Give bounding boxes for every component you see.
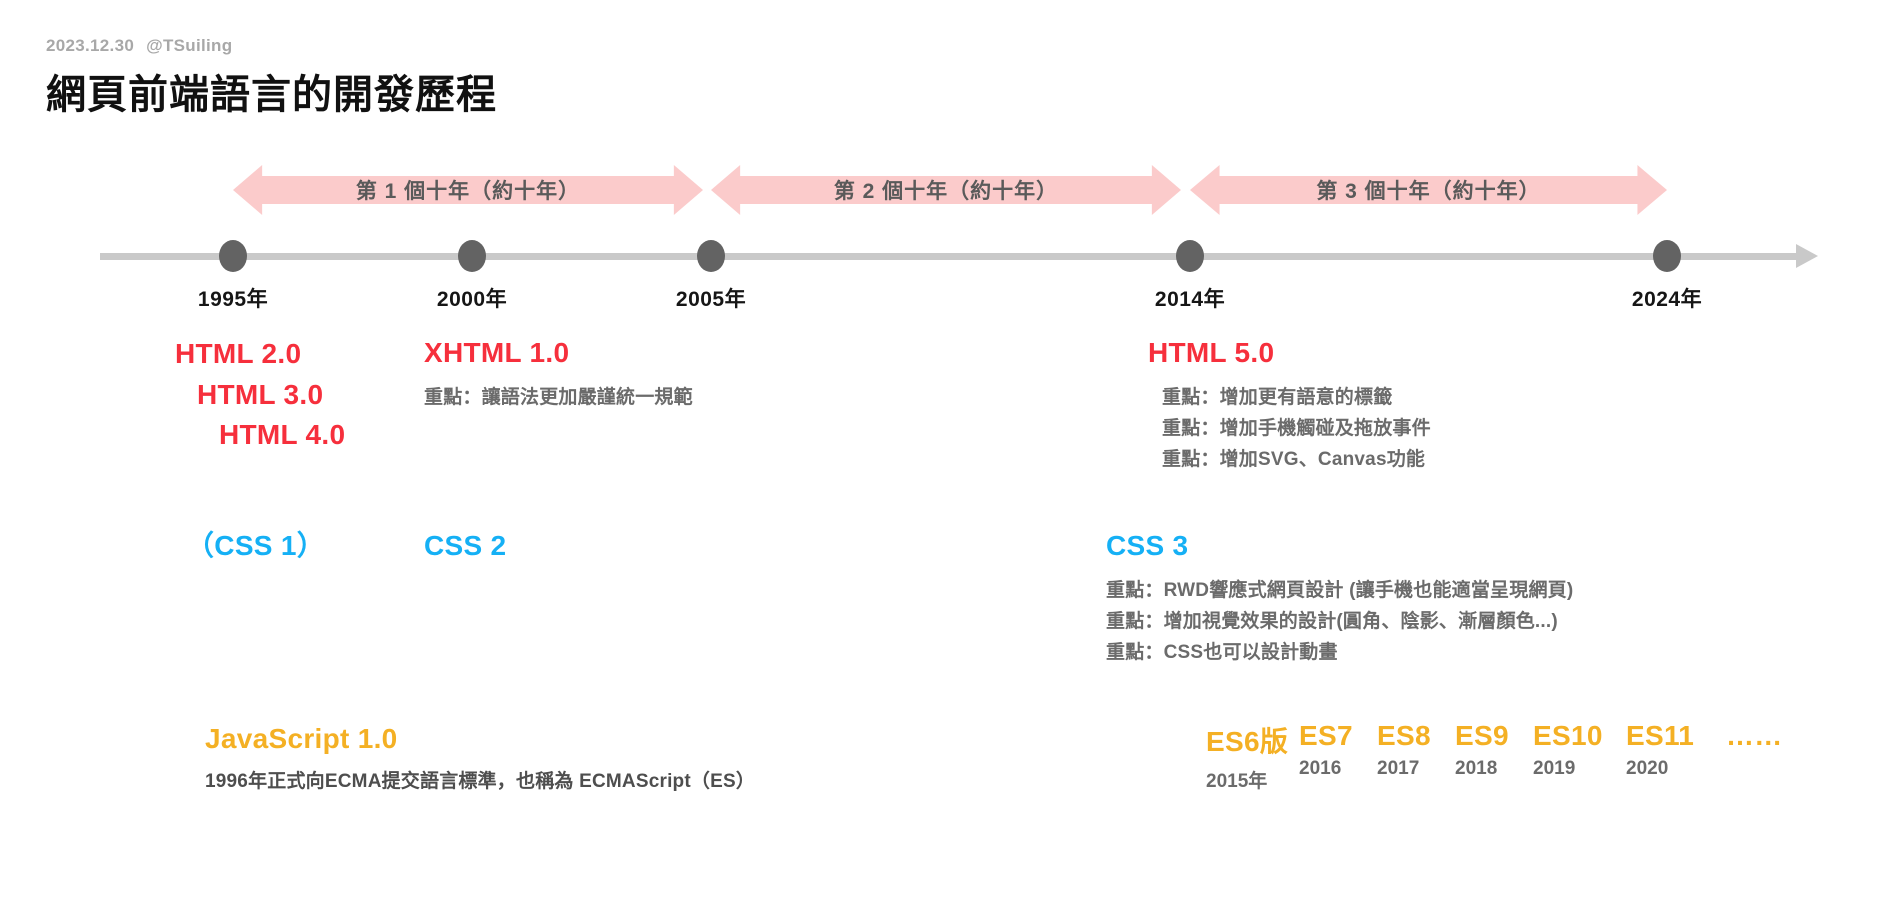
es-release-name: ES7 [1299,720,1353,751]
xhtml-block: XHTML 1.0 重點：讓語法更加嚴謹統一規範 [424,334,693,413]
timeline-dot-2005 [697,240,725,272]
html5-detail-3: 重點：增加SVG、Canvas功能 [1162,449,1426,471]
es-release-year: 2020 [1626,758,1669,779]
decade-arrow-1: 第 1 個十年（約十年） [233,165,703,215]
css3-block: CSS 3 重點：RWD響應式網頁設計 (讓手機也能適當呈現網頁) 重點：增加視… [1106,527,1573,669]
es-release-year: 2018 [1455,758,1498,779]
publish-date: 2023.12.30 [46,36,135,55]
es-release-name: ES6版 [1206,726,1289,757]
decade-label-1: 第 1 個十年（約十年） [355,180,581,203]
arrow-shape-2 [711,165,1181,215]
timeline-dot-2000 [458,240,486,272]
decade-arrow-2: 第 2 個十年（約十年） [711,165,1181,215]
es-release-name: ES9 [1455,720,1509,751]
html5-title: HTML 5.0 [1148,337,1275,368]
page-header: 2023.12.30 @TSuiling 網頁前端語言的開發歷程 [46,36,497,120]
es-release-name: …… [1726,720,1783,751]
html-version-4: HTML 4.0 [219,419,346,451]
es-release-item: …… [1726,720,1816,758]
html-version-3: HTML 3.0 [197,378,324,410]
es-release-name: ES11 [1626,720,1695,751]
page-title: 網頁前端語言的開發歷程 [46,73,497,117]
timeline-dot-2024 [1653,240,1681,272]
es-release-item: ES9 2018 [1455,720,1533,780]
es-release-year: 2015年 [1206,771,1268,792]
timeline-dot-2014 [1176,240,1204,272]
es-release-item: ES11 2020 [1626,720,1726,780]
year-label-1995: 1995年 [197,288,269,311]
decade-label-2: 第 2 個十年（約十年） [833,180,1059,203]
css3-title: CSS 3 [1106,530,1189,561]
year-label-2000: 2000年 [436,288,508,311]
css3-detail-1: 重點：RWD響應式網頁設計 (讓手機也能適當呈現網頁) [1106,579,1574,601]
es-release-item: ES8 2017 [1377,720,1455,780]
es-release-item: ES6版 2015年 [1206,720,1299,793]
decade-label-3: 第 3 個十年（約十年） [1316,180,1541,203]
es-release-year: 2017 [1377,758,1420,779]
es-release-year: 2019 [1533,758,1576,779]
javascript-block: JavaScript 1.0 1996年正式向ECMA提交語言標準，也稱為 EC… [205,720,755,797]
css2-title: CSS 2 [424,530,507,561]
javascript-detail-1: 1996年正式向ECMA提交語言標準，也稱為 ECMAScript（ES） [205,770,756,792]
es-release-name: ES8 [1377,720,1431,751]
es-release-name: ES10 [1533,720,1603,751]
html5-detail-1: 重點：增加更有語意的標籤 [1162,386,1393,408]
css3-detail-2: 重點：增加視覺效果的設計(圓角、陰影、漸層顏色...) [1106,611,1558,633]
header-meta: 2023.12.30 @TSuiling [46,36,497,56]
year-label-2024: 2024年 [1631,288,1703,311]
es-release-item: ES7 2016 [1299,720,1377,780]
xhtml-detail-1: 重點：讓語法更加嚴謹統一規範 [424,386,693,408]
timeline-axis [100,253,1800,260]
javascript-title: JavaScript 1.0 [205,723,398,754]
html-early-versions-block: HTML 2.0 HTML 3.0 HTML 4.0 [175,334,345,456]
year-label-2005: 2005年 [675,288,747,311]
css3-detail-3: 重點：CSS也可以設計動畫 [1106,642,1338,664]
author-handle: @TSuiling [146,36,233,55]
decade-arrow-3: 第 3 個十年（約十年） [1190,165,1667,215]
html5-detail-2: 重點：增加手機觸碰及拖放事件 [1162,418,1431,440]
arrow-shape-1 [233,165,703,215]
timeline-axis-arrowhead-icon [1796,244,1818,268]
year-label-2014: 2014年 [1154,288,1226,311]
timeline-dot-1995 [219,240,247,272]
xhtml-title: XHTML 1.0 [424,337,570,368]
es-release-item: ES10 2019 [1533,720,1626,780]
es-release-row: ES6版 2015年 ES7 2016 ES8 2017 ES9 2018 ES… [1206,720,1816,793]
arrow-shape-3 [1190,165,1667,215]
html-version-2: HTML 2.0 [175,338,302,369]
es-release-year: 2016 [1299,758,1342,779]
css1-block: （CSS 1） [186,527,325,565]
html5-block: HTML 5.0 重點：增加更有語意的標籤 重點：增加手機觸碰及拖放事件 重點：… [1148,334,1431,476]
css1-title: （CSS 1） [186,530,326,561]
css2-block: CSS 2 [424,527,506,565]
